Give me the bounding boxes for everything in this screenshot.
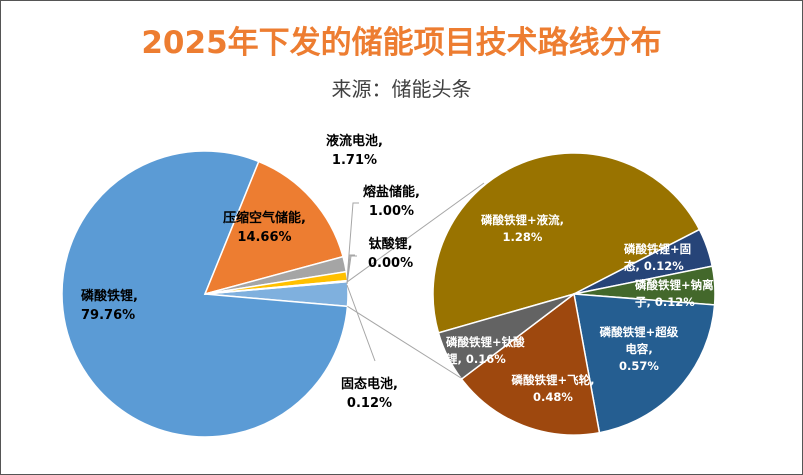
connector-line-top	[347, 182, 485, 283]
leader-lto	[346, 255, 357, 285]
label-lfp: 磷酸铁锂, 79.76%	[81, 289, 138, 323]
label-lfp-flow: 磷酸铁锂+液流, 1.28%	[481, 213, 565, 244]
label-lfp-lto: 磷酸铁锂+钛酸锂, 0.16%	[446, 335, 525, 366]
slice-main-1	[203, 160, 344, 296]
slice-secondary-5	[437, 293, 575, 381]
slice-secondary-3	[573, 293, 716, 434]
slice-secondary-4	[460, 292, 601, 436]
label-lto: 钛酸锂, 0.00%	[368, 237, 414, 271]
label-lfp-supercap: 磷酸铁锂+超级电容, 0.57%	[599, 325, 679, 373]
label-lfp-sodium: 磷酸铁锂+钠离子, 0.12%	[635, 278, 714, 309]
slice-secondary-0	[432, 152, 701, 334]
label-flow: 液流电池, 1.71%	[326, 134, 383, 168]
connector-line-bottom	[347, 305, 462, 379]
leader-flow	[346, 202, 359, 281]
label-molten-salt: 熔盐储能, 1.00%	[363, 185, 420, 219]
label-lfp-solid: 磷酸铁锂+固态, 0.12%	[624, 242, 692, 273]
chart-title: 2025年下发的储能项目技术路线分布	[141, 25, 662, 61]
chart-subtitle: 来源：储能头条	[331, 77, 472, 101]
label-lfp-flywheel: 磷酸铁锂+飞轮, 0.48%	[511, 373, 595, 404]
label-caes: 压缩空气储能, 14.66%	[223, 211, 306, 245]
leader-solid-state	[346, 284, 376, 362]
label-solid-state: 固态电池, 0.12%	[341, 377, 398, 411]
